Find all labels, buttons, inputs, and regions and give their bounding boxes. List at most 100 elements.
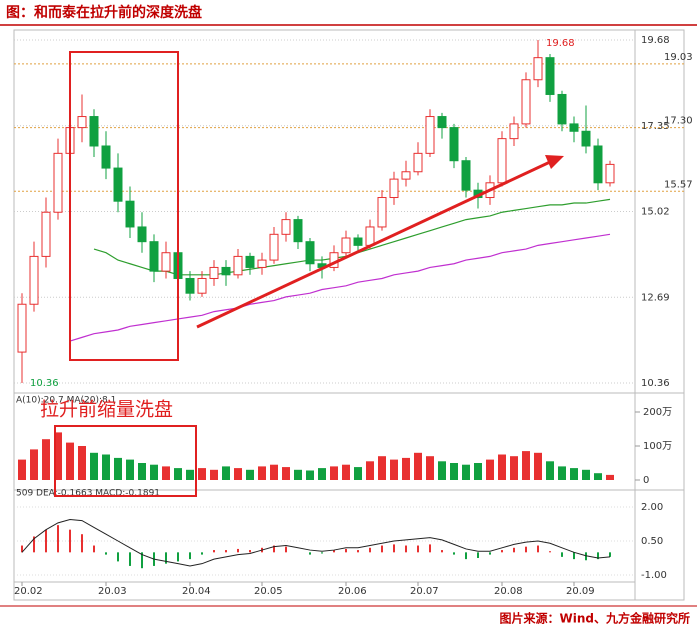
candle-body — [125, 200, 135, 228]
volume-legend: A(10):20.7 MA(20):8.1 — [16, 396, 116, 406]
x-tick-label: 20.08 — [494, 586, 523, 597]
y-tick-label: 100万 — [643, 441, 672, 452]
volume-bar — [354, 467, 362, 480]
volume-bar — [498, 454, 506, 480]
candle-body — [41, 211, 51, 257]
volume-bar — [78, 446, 86, 480]
y-tick-label: 19.68 — [641, 35, 670, 46]
y-tick-label: 200万 — [643, 407, 672, 418]
volume-bar — [594, 473, 602, 480]
volume-bar — [30, 449, 38, 480]
candle-body — [569, 123, 579, 132]
candle-body — [137, 226, 147, 243]
candle-body — [497, 138, 507, 184]
candle-body — [581, 130, 591, 147]
candle-body — [461, 160, 471, 191]
x-tick-label: 20.03 — [98, 586, 127, 597]
candle-body — [233, 255, 243, 276]
arrow-head — [545, 155, 564, 169]
annotation: 拉升前缩量洗盘 — [40, 399, 173, 421]
y-tick-label: 10.36 — [641, 378, 670, 389]
volume-bar — [270, 464, 278, 480]
volume-bar — [546, 461, 554, 480]
volume-bar — [246, 469, 254, 480]
candle-body — [509, 123, 519, 140]
y-tick-label: 0 — [643, 475, 649, 486]
candle-body — [17, 303, 27, 353]
y-tick-label: 0.50 — [641, 536, 663, 547]
volume-bar — [330, 466, 338, 480]
volume-bar — [570, 468, 578, 480]
ma-line — [69, 233, 611, 342]
volume-bar — [258, 466, 266, 480]
y-tick-label: 2.00 — [641, 502, 663, 513]
volume-bar — [54, 432, 62, 480]
frame — [13, 29, 685, 601]
candle-body — [89, 116, 99, 147]
candle-body — [161, 252, 171, 272]
volume-bar — [414, 452, 422, 480]
volume-bar — [534, 452, 542, 480]
volume-bar — [342, 464, 350, 480]
volume-bar — [582, 469, 590, 480]
volume-bar — [306, 470, 314, 480]
candle-body — [437, 116, 447, 129]
volume-bar — [606, 474, 614, 480]
volume-bar — [378, 456, 386, 480]
volume-bar — [438, 461, 446, 480]
candle-body — [197, 277, 207, 294]
dif-line — [21, 518, 611, 567]
candle-body — [545, 57, 555, 95]
candle-body — [449, 127, 459, 162]
reference-label: 17.30 — [664, 116, 693, 127]
candle-body — [149, 241, 159, 272]
candle-body — [425, 116, 435, 154]
volume-bar — [222, 466, 230, 480]
candle-body — [557, 93, 567, 125]
volume-bar — [462, 464, 470, 480]
volume-bar — [42, 439, 50, 480]
candle-body — [305, 241, 315, 265]
volume-bar — [210, 469, 218, 480]
volume-bar — [522, 451, 530, 480]
candle-body — [269, 233, 279, 261]
candle-body — [209, 266, 219, 279]
candle-body — [29, 255, 39, 305]
highlight-box — [54, 425, 197, 497]
candle-body — [293, 219, 303, 243]
volume-bar — [390, 459, 398, 480]
candle-body — [185, 277, 195, 294]
max-label: 19.68 — [546, 38, 575, 49]
candle-body — [53, 152, 63, 213]
volume-bar — [318, 468, 326, 480]
source: 图片来源：Wind、九方金融研究所 — [500, 611, 690, 626]
volume-bar — [294, 469, 302, 480]
candle-body — [281, 219, 291, 235]
y-tick-label: 17.35 — [641, 121, 670, 132]
volume-bar — [402, 457, 410, 480]
candle-body — [593, 145, 603, 184]
volume-bar — [138, 463, 146, 480]
candle-body — [113, 167, 123, 202]
volume-bar — [474, 463, 482, 480]
x-tick-label: 20.09 — [566, 586, 595, 597]
candle-body — [101, 145, 111, 169]
candle-body — [77, 116, 87, 129]
volume-bar — [234, 468, 242, 480]
candle-body — [341, 237, 351, 254]
volume-bar — [366, 461, 374, 480]
trend-arrow — [196, 160, 551, 329]
y-tick-label: 12.69 — [641, 292, 670, 303]
volume-bar — [558, 466, 566, 480]
candle-body — [245, 255, 255, 268]
x-tick-label: 20.06 — [338, 586, 367, 597]
volume-bar — [150, 464, 158, 480]
volume-bar — [66, 442, 74, 480]
volume-bar — [18, 459, 26, 480]
volume-bar — [174, 468, 182, 480]
candle-body — [365, 226, 375, 246]
candle-body — [257, 259, 267, 268]
